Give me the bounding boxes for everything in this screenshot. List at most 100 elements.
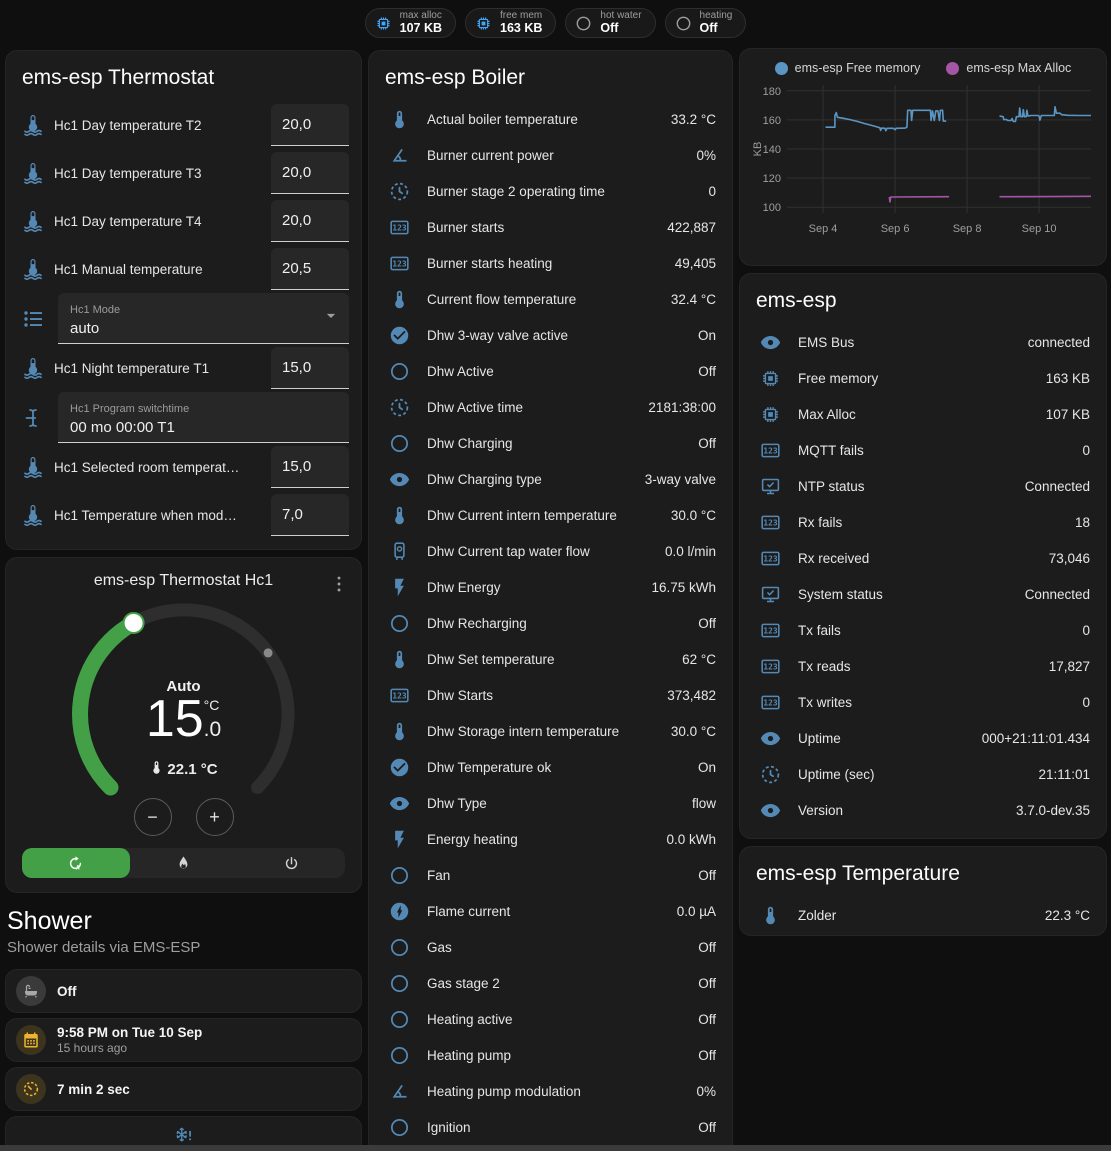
entity-row[interactable]: System status Connected xyxy=(740,576,1106,612)
temp-increase-button[interactable]: + xyxy=(195,798,234,836)
entity-value: Off xyxy=(698,939,716,955)
number-input[interactable]: 20,0 xyxy=(271,104,349,146)
entity-label: Dhw Type xyxy=(427,795,487,811)
entity-row[interactable]: 123 Burner starts heating 49,405 xyxy=(369,245,732,281)
entity-row[interactable]: Dhw Charging type 3-way valve xyxy=(369,461,732,497)
entity-row[interactable]: Burner stage 2 operating time 0 xyxy=(369,173,732,209)
entity-value: 32.4 °C xyxy=(670,291,716,307)
number-input[interactable]: 7,0 xyxy=(271,494,349,536)
entity-row[interactable]: Gas stage 2 Off xyxy=(369,965,732,1001)
hvac-mode-auto-button[interactable]: A xyxy=(22,848,130,878)
flash-circle-icon xyxy=(387,901,411,922)
legend-dot xyxy=(774,61,788,75)
entity-row[interactable]: 123 Tx fails 0 xyxy=(740,612,1106,648)
caret-down-icon xyxy=(321,306,341,326)
entity-label: Free memory xyxy=(798,370,879,386)
entity-row[interactable]: Ignition Off xyxy=(369,1109,732,1145)
monitor-check-icon xyxy=(758,476,782,497)
hvac-mode-off-button[interactable] xyxy=(237,848,345,878)
entity-row[interactable]: Energy heating 0.0 kWh xyxy=(369,821,732,857)
entity-row[interactable]: Uptime 000+21:11:01.434 xyxy=(740,720,1106,756)
legend-item[interactable]: ems-esp Free memory xyxy=(774,61,920,75)
number-input[interactable]: 20,0 xyxy=(271,200,349,242)
number-input[interactable]: 20,5 xyxy=(271,248,349,290)
entity-row[interactable]: Zolder 22.3 °C xyxy=(740,897,1106,933)
more-options-button[interactable] xyxy=(325,570,353,598)
entity-row[interactable]: Free memory 163 KB xyxy=(740,360,1106,396)
circle-outline-icon xyxy=(387,1009,411,1030)
entity-row[interactable]: Uptime (sec) 21:11:01 xyxy=(740,756,1106,792)
entity-row[interactable]: Dhw Current intern temperature 30.0 °C xyxy=(369,497,732,533)
hvac-mode-heat-button[interactable] xyxy=(130,848,238,878)
number-input[interactable]: 15,0 xyxy=(271,446,349,488)
entity-label: Hc1 Day temperature T3 xyxy=(54,165,202,181)
entity-label: Dhw 3-way valve active xyxy=(427,327,569,343)
entity-value: 16.75 kWh xyxy=(651,579,716,595)
entity-row[interactable]: Heating pump Off xyxy=(369,1037,732,1073)
entity-row[interactable]: Fan Off xyxy=(369,857,732,893)
chip-value: 107 KB xyxy=(399,21,443,35)
entity-row[interactable]: 123 MQTT fails 0 xyxy=(740,432,1106,468)
number-input[interactable]: 20,0 xyxy=(271,152,349,194)
entity-row[interactable]: 123 Tx reads 17,827 xyxy=(740,648,1106,684)
thermostat-rows: Hc1 Day temperature T2 20,0 Hc1 Day temper… xyxy=(6,101,361,549)
entity-row[interactable]: Dhw Storage intern temperature 30.0 °C xyxy=(369,713,732,749)
entity-row[interactable]: 123 Dhw Starts 373,482 xyxy=(369,677,732,713)
shower-item[interactable]: 7 min 2 sec xyxy=(5,1067,362,1111)
entity-row[interactable]: Dhw Temperature ok On xyxy=(369,749,732,785)
entity-label: Zolder xyxy=(798,907,837,923)
entity-row[interactable]: 123 Rx received 73,046 xyxy=(740,540,1106,576)
entity-row[interactable]: Flame current 0.0 µA xyxy=(369,893,732,929)
entity-row[interactable]: Dhw Current tap water flow 0.0 l/min xyxy=(369,533,732,569)
number-entity-row: Hc1 Temperature when mod… 7,0 xyxy=(6,491,361,539)
thermometer-water-icon xyxy=(20,257,46,281)
entity-value: 21:11:01 xyxy=(1038,766,1090,782)
entity-row[interactable]: Burner current power 0% xyxy=(369,137,732,173)
climate-title: ems-esp Thermostat Hc1 xyxy=(93,572,274,589)
entity-row[interactable]: Max Alloc 107 KB xyxy=(740,396,1106,432)
entity-row[interactable]: 123 Burner starts 422,887 xyxy=(369,209,732,245)
temp-decrease-button[interactable]: − xyxy=(133,798,172,836)
entity-value: 17,827 xyxy=(1048,658,1090,674)
entity-label: Dhw Active xyxy=(427,363,494,379)
climate-card: ems-esp Thermostat Hc1 Auto 15 °C .0 22.… xyxy=(5,557,362,893)
entity-row[interactable]: 123 Rx fails 18 xyxy=(740,504,1106,540)
entity-label: Hc1 Day temperature T2 xyxy=(54,117,202,133)
entity-row[interactable]: Gas Off xyxy=(369,929,732,965)
entity-row[interactable]: Actual boiler temperature 33.2 °C xyxy=(369,101,732,137)
entity-row[interactable]: Dhw 3-way valve active On xyxy=(369,317,732,353)
header-chip-hot-water[interactable]: hot water Off xyxy=(565,8,656,38)
legend-item[interactable]: ems-esp Max Alloc xyxy=(946,61,1071,75)
entity-row[interactable]: Dhw Type flow xyxy=(369,785,732,821)
entity-value: 0 xyxy=(1082,622,1090,638)
entity-value: 30.0 °C xyxy=(670,507,716,523)
entity-row[interactable]: EMS Bus connected xyxy=(740,324,1106,360)
entity-row[interactable]: Heating active Off xyxy=(369,1001,732,1037)
entity-label: Hc1 Day temperature T4 xyxy=(54,213,202,229)
entity-row[interactable]: Heating pump modulation 0% xyxy=(369,1073,732,1109)
header-chip-free-mem[interactable]: free mem 163 KB xyxy=(465,8,557,38)
entity-row[interactable]: Dhw Charging Off xyxy=(369,425,732,461)
entity-row[interactable]: 123 Tx writes 0 xyxy=(740,684,1106,720)
text-input[interactable]: Hc1 Program switchtime 00 mo 00:00 T1 xyxy=(58,392,349,443)
entity-row[interactable]: Dhw Active time 2181:38:00 xyxy=(369,389,732,425)
entity-row[interactable]: Dhw Energy 16.75 kWh xyxy=(369,569,732,605)
entity-row[interactable]: Current flow temperature 32.4 °C xyxy=(369,281,732,317)
shower-item[interactable]: Off xyxy=(5,969,362,1013)
entity-row[interactable]: Dhw Recharging Off xyxy=(369,605,732,641)
entity-row[interactable]: Dhw Set temperature 62 °C xyxy=(369,641,732,677)
snowflake-alert-icon xyxy=(173,1125,194,1146)
shower-item[interactable]: 9:58 PM on Tue 10 Sep 15 hours ago xyxy=(5,1018,362,1062)
header-chip-max-alloc[interactable]: max alloc 107 KB xyxy=(364,8,457,38)
entity-row[interactable]: Version 3.7.0-dev.35 xyxy=(740,792,1106,828)
entity-row[interactable]: Dhw Active Off xyxy=(369,353,732,389)
number-input[interactable]: 15,0 xyxy=(271,347,349,389)
mode-select[interactable]: Hc1 Mode auto xyxy=(58,293,349,344)
dial-mode-label: Auto xyxy=(166,678,201,695)
progress-clock-icon xyxy=(387,397,411,418)
header-chip-heating[interactable]: heating Off xyxy=(664,8,747,38)
select-entity-row: Hc1 Mode auto xyxy=(6,293,361,344)
entity-row[interactable]: NTP status Connected xyxy=(740,468,1106,504)
dial-arc[interactable] xyxy=(34,592,334,844)
number-entity-row: Hc1 Selected room temperat… 15,0 xyxy=(6,443,361,491)
